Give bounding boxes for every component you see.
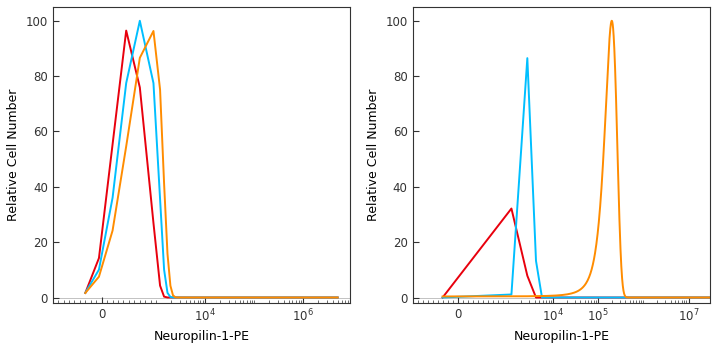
- X-axis label: Neuropilin-1-PE: Neuropilin-1-PE: [153, 330, 250, 343]
- Y-axis label: Relative Cell Number: Relative Cell Number: [7, 89, 20, 221]
- Y-axis label: Relative Cell Number: Relative Cell Number: [367, 89, 380, 221]
- X-axis label: Neuropilin-1-PE: Neuropilin-1-PE: [513, 330, 609, 343]
